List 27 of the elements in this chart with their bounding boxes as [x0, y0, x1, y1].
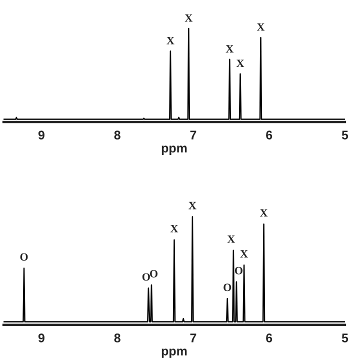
x-tick-label: 6 — [266, 334, 272, 342]
x-tick-label: 9 — [38, 130, 44, 140]
x-tick-label: 8 — [114, 130, 120, 140]
x-axis-title: ppm — [162, 348, 187, 358]
x-tick-label: 5 — [342, 334, 348, 342]
annotation: X — [184, 14, 193, 22]
annotation: X — [256, 23, 265, 31]
annotation: O — [224, 284, 232, 292]
x-tick-label: 8 — [114, 334, 120, 342]
annotation: O — [234, 266, 243, 274]
annotation: X — [236, 60, 244, 67]
annotation: O — [150, 270, 158, 278]
annotation: O — [142, 273, 150, 281]
annotation: O — [20, 253, 28, 261]
x-tick-label: 5 — [342, 130, 348, 140]
x-axis-title: ppm — [162, 146, 187, 155]
annotation: X — [260, 209, 268, 217]
x-tick-label: 6 — [266, 130, 272, 140]
annotation: X — [227, 235, 236, 243]
annotation: X — [188, 202, 196, 210]
annotation: X — [170, 225, 178, 232]
annotation: X — [240, 250, 248, 258]
annotation: X — [166, 37, 174, 44]
x-tick-label: 9 — [38, 334, 44, 342]
annotation: X — [226, 45, 234, 52]
x-tick-label: 7 — [190, 130, 196, 140]
x-tick-label: 7 — [190, 334, 196, 342]
